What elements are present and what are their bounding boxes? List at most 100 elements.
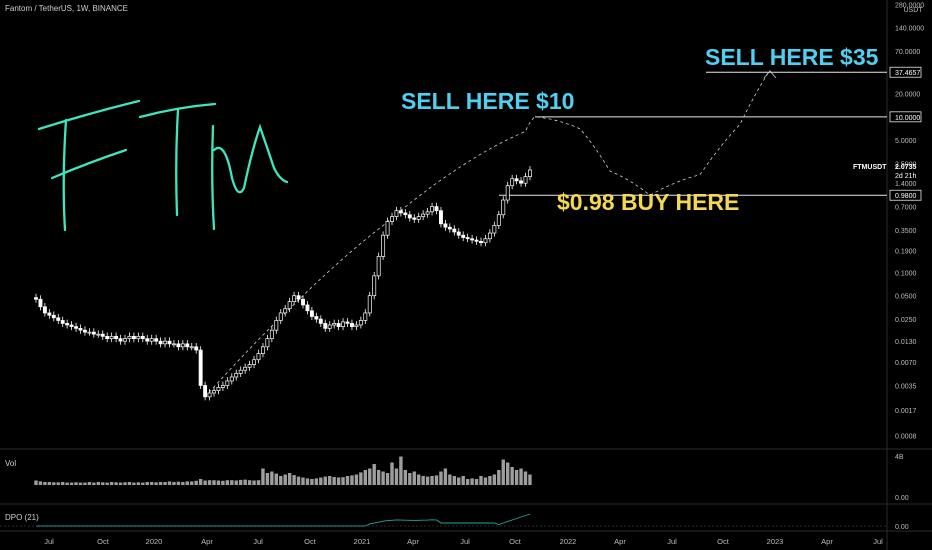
candle-body bbox=[69, 324, 74, 327]
volume-bar bbox=[203, 480, 207, 485]
candle-body bbox=[465, 237, 470, 240]
price-tick: 0.0250 bbox=[895, 317, 917, 324]
annotation-buy-098: $0.98 BUY HERE bbox=[557, 189, 740, 215]
volume-bar bbox=[483, 477, 488, 485]
volume-bar bbox=[354, 474, 359, 485]
time-tick: Jul bbox=[667, 537, 677, 546]
time-tick: 2021 bbox=[354, 537, 371, 546]
projection-path bbox=[204, 69, 771, 398]
volume-bar bbox=[181, 482, 185, 485]
volume-bar bbox=[96, 482, 100, 485]
candle-body bbox=[216, 387, 221, 392]
volume-bar bbox=[492, 474, 497, 485]
volume-bar bbox=[38, 481, 43, 485]
volume-bar bbox=[465, 479, 470, 485]
volume-bar bbox=[332, 476, 336, 485]
volume-bar bbox=[256, 480, 261, 485]
volume-bar bbox=[92, 482, 96, 485]
dpo-line bbox=[36, 513, 531, 527]
candle-body bbox=[42, 306, 47, 314]
candle-body bbox=[381, 234, 386, 257]
candle-body bbox=[203, 385, 208, 398]
candle-body bbox=[220, 385, 225, 388]
time-tick: 2023 bbox=[767, 537, 784, 546]
volume-bar bbox=[83, 482, 87, 485]
dpo-pane-label: DPO (21) bbox=[5, 513, 39, 522]
time-tick: Apr bbox=[407, 537, 419, 546]
level-label-box bbox=[889, 66, 922, 78]
volume-bar bbox=[323, 476, 327, 485]
volume-bar bbox=[519, 468, 523, 485]
candle-body bbox=[296, 295, 301, 300]
candle-body bbox=[96, 333, 101, 336]
candle-body bbox=[527, 169, 532, 177]
candle-body bbox=[367, 295, 372, 314]
volume-bar bbox=[274, 473, 278, 485]
candle-body bbox=[212, 390, 216, 394]
volume-bar bbox=[350, 475, 354, 485]
volume-bar bbox=[225, 480, 230, 485]
candle-body bbox=[198, 349, 203, 386]
volume-bar bbox=[479, 476, 483, 485]
candle-body bbox=[505, 185, 510, 201]
volume-bar bbox=[198, 479, 203, 485]
volume-bar bbox=[190, 481, 194, 485]
price-tick: 0.3500 bbox=[895, 228, 917, 235]
time-tick: 2020 bbox=[146, 537, 163, 546]
candle-body bbox=[176, 343, 181, 348]
volume-bar bbox=[412, 471, 416, 485]
volume-bar bbox=[132, 482, 136, 485]
candle-body bbox=[452, 228, 457, 233]
volume-bar bbox=[514, 470, 519, 485]
volume-bar bbox=[417, 474, 421, 485]
volume-bar bbox=[292, 475, 296, 485]
volume-bar bbox=[434, 475, 439, 485]
candle-body bbox=[167, 340, 172, 345]
price-tick: 140.0000 bbox=[895, 26, 924, 33]
candle-body bbox=[243, 366, 248, 371]
candle-body bbox=[109, 335, 114, 340]
volume-bar bbox=[176, 481, 181, 485]
volume-bar bbox=[154, 482, 158, 485]
candle-body bbox=[487, 232, 492, 240]
candle-body bbox=[47, 312, 52, 316]
candle-body bbox=[140, 335, 145, 340]
candle-body bbox=[91, 331, 96, 335]
level-label: 0.9800 bbox=[895, 193, 917, 200]
candlestick-series bbox=[34, 166, 532, 401]
candle-body bbox=[492, 225, 497, 234]
volume-bar bbox=[506, 462, 510, 485]
candle-body bbox=[443, 223, 448, 228]
annotation-sell-10: SELL HERE $10 bbox=[401, 88, 575, 114]
candle-body bbox=[474, 239, 479, 242]
volume-bar bbox=[194, 480, 198, 485]
candle-body bbox=[479, 241, 483, 244]
volume-bar bbox=[287, 473, 292, 485]
volume-bar bbox=[243, 479, 247, 485]
ftm-handwriting bbox=[37, 99, 289, 232]
volume-bar bbox=[408, 473, 412, 485]
volume-bar bbox=[61, 482, 65, 485]
volume-bar bbox=[216, 480, 221, 485]
candle-body bbox=[412, 217, 417, 220]
candle-body bbox=[105, 335, 110, 340]
candle-body bbox=[514, 178, 519, 182]
candle-body bbox=[123, 338, 127, 342]
candle-body bbox=[118, 338, 123, 342]
candle-body bbox=[38, 298, 43, 308]
volume-bar bbox=[270, 471, 274, 485]
price-tick: 0.0500 bbox=[895, 294, 917, 301]
candle-body bbox=[278, 312, 283, 321]
candle-body bbox=[341, 321, 346, 327]
candle-body bbox=[229, 376, 234, 382]
volume-bar bbox=[376, 470, 381, 485]
volume-bar bbox=[239, 479, 243, 485]
time-tick: Oct bbox=[717, 537, 730, 546]
candle-body bbox=[345, 321, 350, 324]
volume-pane-label: Vol bbox=[5, 459, 17, 468]
price-axis: USDT280.0000140.000070.000040.000020.000… bbox=[853, 2, 924, 531]
candle-body bbox=[363, 312, 368, 321]
volume-bar bbox=[336, 477, 341, 485]
time-tick: Oct bbox=[304, 537, 317, 546]
